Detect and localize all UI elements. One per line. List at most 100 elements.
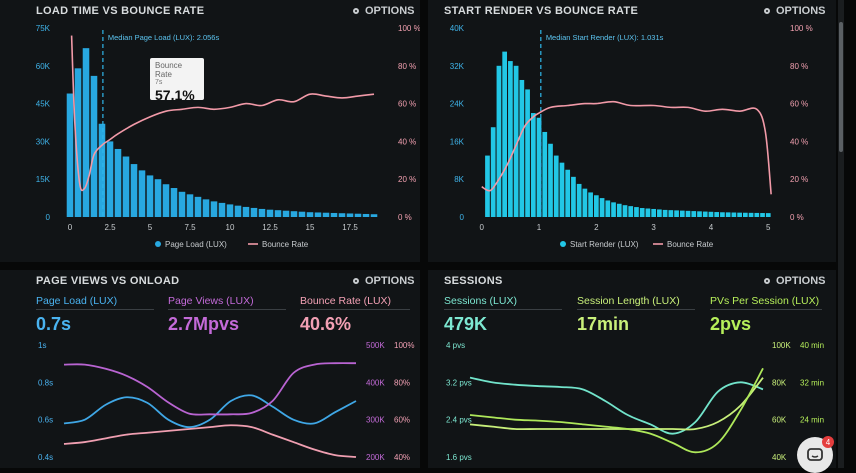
y-tick-label-right: 0 % xyxy=(398,213,412,222)
histogram-bar xyxy=(725,212,731,217)
histogram-bar xyxy=(559,162,565,217)
histogram-bar xyxy=(754,212,760,217)
histogram-bar xyxy=(576,183,582,217)
options-button[interactable]: OPTIONS xyxy=(764,5,826,17)
y-tick-label-right: 40 % xyxy=(398,137,416,146)
series-line xyxy=(63,394,357,429)
y-tick-label-left: 16K xyxy=(450,137,465,146)
metric-value-sessions: 479K xyxy=(444,314,488,334)
start-render-chart: 0 8K 16K 24K 32K 40K 0 % 20 % 40 % 60 % 80 % 100 % 0… xyxy=(450,24,813,249)
histogram-bar xyxy=(668,210,674,217)
panel-title: PAGE VIEWS VS ONLOAD xyxy=(36,275,180,287)
scrollbar-thumb[interactable] xyxy=(839,22,843,152)
histogram-bar xyxy=(314,212,322,217)
x-tick-label: 3 xyxy=(651,223,656,232)
histogram-bar xyxy=(274,210,282,217)
y-tick-label-left: 4 pvs xyxy=(446,341,465,350)
histogram-bar xyxy=(170,188,178,217)
divider xyxy=(300,309,410,310)
y-tick-label-right: 400K xyxy=(366,378,385,387)
series-line xyxy=(63,424,357,458)
median-label: Median Start Render (LUX): 1.031s xyxy=(546,33,664,42)
histogram-bar xyxy=(490,127,496,217)
x-tick-label: 2.5 xyxy=(104,223,116,232)
histogram-bar xyxy=(194,196,202,217)
y-tick-label-left: 1.6 pvs xyxy=(446,453,472,462)
histogram-bar xyxy=(639,208,645,217)
histogram-bar xyxy=(720,212,725,217)
bounce-rate-line xyxy=(481,100,772,195)
y-tick-label-right: 40K xyxy=(772,453,787,462)
x-tick-label: 15 xyxy=(306,223,315,232)
scrollbar-track[interactable] xyxy=(838,0,844,468)
metric-label-page-load: Page Load (LUX) xyxy=(36,295,118,307)
x-tick-label: 2 xyxy=(594,223,599,232)
y-tick-label-left: 24K xyxy=(450,100,465,109)
y-tick-label-left: 40K xyxy=(450,24,465,33)
y-tick-label-right: 40 % xyxy=(790,137,808,146)
histogram-bar xyxy=(202,199,210,217)
y-tick-label-left: 0.4s xyxy=(38,453,53,462)
histogram-bar xyxy=(82,48,90,217)
y-tick-label-left: 0.8s xyxy=(38,378,53,387)
page-views-chart: 1s 0.8s 0.6s 0.4s 500K 400K 300K 200K 100% 80% 60%… xyxy=(38,341,414,462)
histogram-bar xyxy=(66,93,74,217)
y-tick-label-right: 0 % xyxy=(790,213,804,222)
histogram-bar xyxy=(714,212,720,217)
divider xyxy=(444,309,562,310)
series-line xyxy=(63,362,357,416)
histogram-bar xyxy=(306,212,314,217)
histogram-bar xyxy=(708,211,714,217)
y-tick-label-right2: 100% xyxy=(394,341,414,350)
histogram-bar xyxy=(697,211,702,217)
histogram-bar xyxy=(737,212,742,217)
series-line xyxy=(469,377,764,431)
metric-value-bounce-rate: 40.6% xyxy=(300,314,352,334)
x-tick-label: 12.5 xyxy=(262,223,278,232)
panel-title: LOAD TIME VS BOUNCE RATE xyxy=(36,5,205,17)
histogram-bar xyxy=(691,211,697,217)
histogram-bar xyxy=(186,194,194,217)
histogram-bar xyxy=(234,205,242,217)
options-button[interactable]: OPTIONS xyxy=(353,275,415,287)
chat-badge: 4 xyxy=(822,436,834,448)
gear-icon xyxy=(353,8,359,14)
y-tick-label-right: 20 % xyxy=(398,175,416,184)
metric-label-sessions: Sessions (LUX) xyxy=(444,295,517,307)
x-tick-label: 0 xyxy=(480,223,485,232)
x-tick-label: 10 xyxy=(226,223,235,232)
metric-value-page-views: 2.7Mpvs xyxy=(168,314,240,334)
histogram-bar xyxy=(218,202,226,217)
histogram-bar xyxy=(565,169,571,217)
options-button[interactable]: OPTIONS xyxy=(764,275,826,287)
histogram-bar xyxy=(330,212,338,217)
start-render-panel: START RENDER VS BOUNCE RATE OPTIONS 0 8K 1… xyxy=(428,0,836,262)
histogram-bar xyxy=(162,184,170,217)
legend-label: Page Load (LUX) xyxy=(165,240,227,249)
histogram-bar xyxy=(496,65,502,217)
histogram-bar xyxy=(258,208,266,217)
y-tick-label-right2: 40% xyxy=(394,453,410,462)
histogram-bar xyxy=(582,188,588,217)
y-tick-label-right2: 24 min xyxy=(800,416,824,425)
panel-title: SESSIONS xyxy=(444,275,503,287)
divider xyxy=(577,309,695,310)
x-tick-label: 5 xyxy=(148,223,153,232)
histogram-bar xyxy=(370,214,378,217)
histogram-bar xyxy=(588,192,593,217)
y-tick-label-left: 0.6s xyxy=(38,416,53,425)
histogram-bar xyxy=(90,75,98,217)
histogram-bar xyxy=(282,210,290,217)
y-tick-label-right: 80 % xyxy=(398,62,416,71)
histogram-bar xyxy=(210,201,218,217)
histogram-bar xyxy=(657,209,662,217)
histogram-bar xyxy=(178,191,186,217)
options-button[interactable]: OPTIONS xyxy=(353,5,415,17)
y-tick-label-right: 500K xyxy=(366,341,385,350)
y-tick-label-right: 100 % xyxy=(398,24,420,33)
histogram-bar xyxy=(542,131,548,217)
y-tick-label-left: 0 xyxy=(46,213,51,222)
legend-label: Start Render (LUX) xyxy=(570,240,639,249)
y-tick-label-right2: 80% xyxy=(394,378,410,387)
histogram-bar xyxy=(266,209,274,217)
